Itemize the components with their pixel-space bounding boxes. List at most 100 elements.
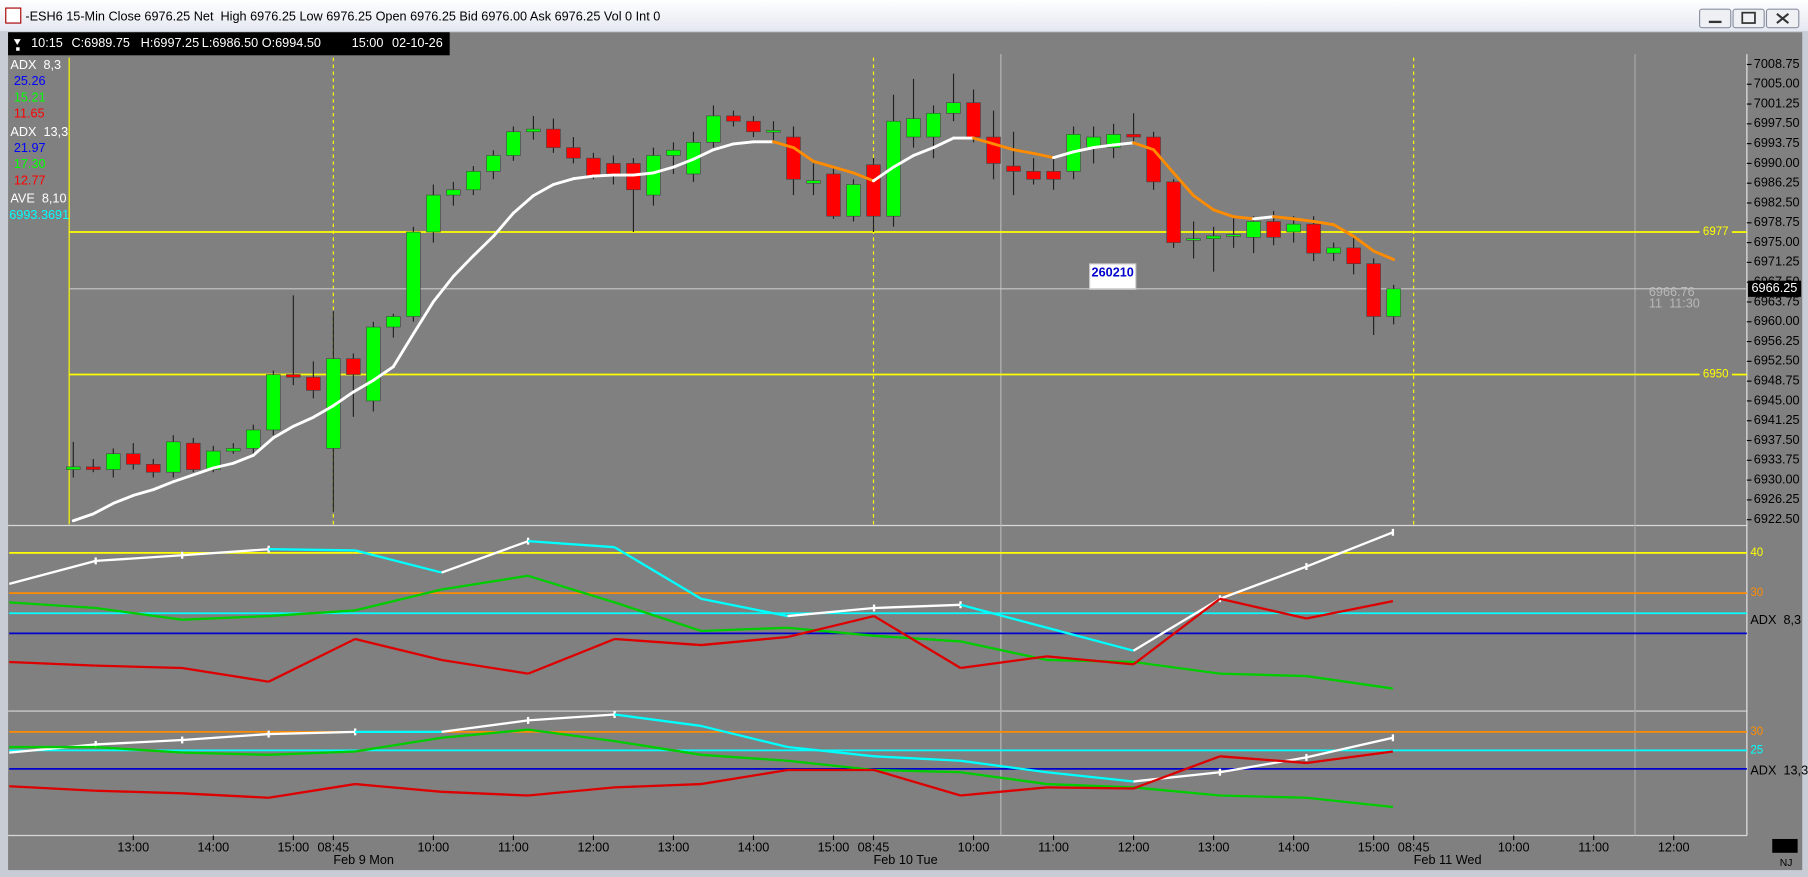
y-tick-label: 6993.75 — [1754, 136, 1800, 150]
minimize-button[interactable] — [1699, 8, 1732, 29]
indicator-line — [700, 724, 788, 749]
average-line — [1232, 215, 1256, 221]
x-tick-label: 11:00 — [1038, 841, 1069, 855]
candle-body — [406, 231, 421, 317]
info-field: L:6986.50 — [202, 36, 258, 50]
candle-body — [426, 194, 441, 233]
indicator-line — [960, 640, 1048, 662]
info-field: C:6989.75 — [71, 36, 130, 50]
indicator-line — [268, 637, 356, 683]
indicator-line — [182, 666, 269, 683]
indicator-line — [1046, 626, 1134, 652]
indicator-line — [182, 792, 269, 799]
y-tick-label: 6933.75 — [1754, 453, 1800, 467]
x-tick-label: 08:45 — [858, 841, 890, 855]
indicator-line — [441, 728, 529, 739]
indicator-line — [268, 548, 356, 552]
indicator-line — [268, 782, 356, 799]
average-line — [431, 274, 455, 304]
info-field: 10:15 — [31, 36, 63, 50]
y-tick-label: 6956.25 — [1754, 334, 1800, 348]
indicator-line — [873, 768, 961, 774]
y-tick-label: 6960.00 — [1754, 314, 1800, 328]
candle-body — [146, 463, 161, 473]
last-price-label: 6966.25 — [1752, 281, 1798, 295]
average-line — [852, 171, 875, 183]
indicator-line — [441, 790, 529, 797]
candle-body — [246, 429, 261, 449]
indicator-line — [700, 635, 788, 647]
indicator-line — [354, 549, 442, 574]
x-tick-label: 10:00 — [1498, 841, 1530, 855]
candle-body — [486, 155, 501, 172]
average-line — [111, 493, 135, 505]
legend-title: ADX 13,3 — [10, 125, 68, 139]
average-line — [1092, 143, 1116, 150]
average-line — [291, 415, 315, 428]
legend-value: 17.30 — [14, 157, 46, 171]
candle-body — [546, 128, 561, 148]
candle-body — [366, 326, 381, 402]
date-label: Feb 9 Mon — [333, 853, 394, 867]
indicator-line — [1306, 796, 1394, 809]
average-line — [772, 140, 795, 150]
corner-icon — [1772, 838, 1798, 853]
average-line — [1132, 141, 1156, 152]
indicator-line — [8, 559, 97, 585]
indicator-line — [873, 634, 961, 643]
average-line — [872, 165, 895, 183]
candle-body — [1226, 234, 1241, 237]
candle-body — [1266, 221, 1281, 238]
indicator-line — [268, 750, 356, 756]
indicator-line — [1133, 786, 1221, 797]
indicator-line — [700, 753, 788, 762]
candle-body — [966, 102, 981, 138]
indicator-line — [441, 719, 529, 734]
candle-body — [806, 180, 821, 184]
average-line — [91, 501, 115, 516]
close-glyph — [1776, 13, 1790, 24]
candle-body — [106, 453, 121, 470]
candle-body — [846, 184, 861, 217]
indicator-line — [960, 759, 1048, 774]
average-line — [131, 488, 155, 497]
candle-body — [1346, 247, 1361, 264]
title-bar — [0, 0, 1808, 32]
indicator-line — [787, 626, 875, 637]
average-line — [631, 171, 655, 177]
app-icon — [5, 7, 22, 24]
indicator-line — [268, 609, 356, 618]
average-line — [351, 378, 375, 394]
average-line — [391, 332, 415, 369]
average-line — [171, 473, 195, 484]
average-line — [451, 254, 475, 278]
indicator-line — [700, 768, 788, 786]
indicator-line — [1219, 672, 1307, 678]
indicator-line — [1306, 600, 1394, 620]
average-line — [651, 165, 675, 175]
indicator-line — [1046, 786, 1134, 790]
x-tick-label: 13:00 — [658, 841, 690, 855]
candle-body — [926, 112, 941, 138]
indicator-line — [1219, 756, 1307, 774]
average-line — [531, 183, 555, 198]
candle-body — [226, 448, 241, 452]
average-line — [1012, 148, 1035, 155]
candle-body — [1026, 171, 1041, 180]
info-field: H:6997.25 — [141, 36, 200, 50]
y-tick-label: 6945.00 — [1754, 393, 1800, 407]
x-tick-label: 15:00 — [1358, 841, 1390, 855]
indicator-line — [614, 782, 702, 789]
y-tick-label: 6982.50 — [1754, 195, 1800, 209]
indicator-line — [441, 658, 529, 675]
x-tick-label: 11:00 — [498, 841, 529, 855]
x-tick-label: 08:45 — [317, 841, 349, 855]
indicator-line — [354, 736, 442, 753]
candle-body — [786, 136, 801, 180]
average-line — [912, 146, 935, 157]
average-line — [251, 436, 275, 457]
legend-value: 15.21 — [14, 90, 46, 104]
candle-body — [1286, 223, 1301, 233]
maximize-button[interactable] — [1732, 8, 1765, 29]
